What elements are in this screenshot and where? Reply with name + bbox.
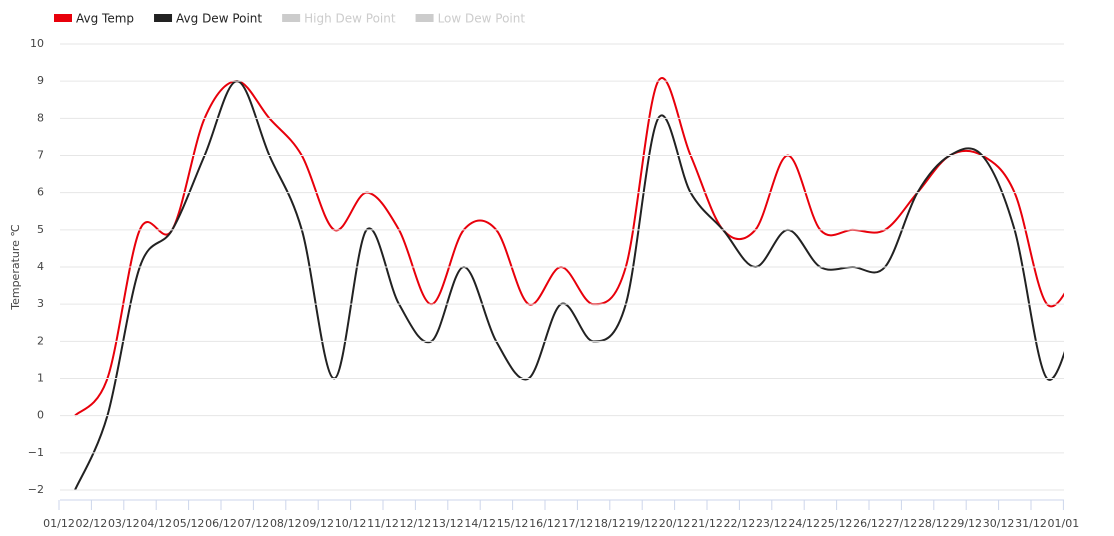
- y-tick-label: 1: [37, 372, 44, 385]
- x-tick-label: 25/12: [821, 517, 853, 530]
- x-tick-label: 18/12: [594, 517, 626, 530]
- y-tick-label: 7: [37, 149, 44, 162]
- x-tick-label: 05/12: [173, 517, 205, 530]
- y-axis-label: Temperature ℃: [9, 224, 22, 311]
- y-tick-label: 8: [37, 111, 44, 124]
- x-tick-label: 02/12: [76, 517, 108, 530]
- legend-swatch: [415, 14, 434, 22]
- x-tick-label: 29/12: [950, 517, 982, 530]
- x-tick-label: 03/12: [108, 517, 140, 530]
- y-tick-label: −1: [28, 446, 44, 459]
- y-tick-label: 9: [37, 74, 44, 87]
- y-tick-label: 10: [30, 37, 44, 50]
- x-tick-label: 11/12: [367, 517, 399, 530]
- legend-label[interactable]: High Dew Point: [304, 12, 396, 26]
- y-tick-label: −2: [28, 483, 44, 496]
- x-tick-label: 16/12: [529, 517, 561, 530]
- x-tick-label: 24/12: [788, 517, 820, 530]
- x-tick-label: 07/12: [238, 517, 270, 530]
- x-tick-label: 08/12: [270, 517, 302, 530]
- x-tick-label: 14/12: [464, 517, 496, 530]
- legend-swatch: [54, 14, 72, 22]
- x-tick-label: 15/12: [497, 517, 529, 530]
- y-tick-label: 3: [37, 297, 44, 310]
- y-tick-label: 0: [37, 409, 44, 422]
- x-tick-label: 26/12: [853, 517, 885, 530]
- x-tick-label: 19/12: [626, 517, 658, 530]
- legend-label[interactable]: Low Dew Point: [438, 12, 526, 26]
- x-tick-label: 22/12: [724, 517, 756, 530]
- x-tick-label: 13/12: [432, 517, 464, 530]
- y-tick-label: 4: [37, 260, 44, 273]
- plot-area: [74, 77, 1064, 491]
- x-tick-label: 17/12: [562, 517, 594, 530]
- legend-label[interactable]: Avg Temp: [76, 12, 134, 26]
- x-tick-label: 27/12: [886, 517, 918, 530]
- x-tick-label: 20/12: [659, 517, 691, 530]
- x-tick-label: 23/12: [756, 517, 788, 530]
- y-tick-label: 6: [37, 186, 44, 199]
- legend-label[interactable]: Avg Dew Point: [176, 12, 262, 26]
- x-tick-label: 30/12: [983, 517, 1015, 530]
- legend-swatch: [282, 14, 301, 22]
- x-tick-label: 06/12: [205, 517, 237, 530]
- legend-swatch: [154, 14, 173, 22]
- x-tick-label: 09/12: [302, 517, 334, 530]
- x-tick-label: 12/12: [400, 517, 432, 530]
- x-tick-label: 04/12: [140, 517, 172, 530]
- y-tick-label: 2: [37, 334, 44, 347]
- x-tick-label: 21/12: [691, 517, 723, 530]
- x-tick-label: 10/12: [335, 517, 367, 530]
- x-tick-label: 01/01: [1048, 517, 1080, 530]
- x-tick-label: 31/12: [1015, 517, 1047, 530]
- x-tick-label: 01/12: [43, 517, 75, 530]
- series-line: [74, 77, 1064, 417]
- y-tick-label: 5: [37, 223, 44, 236]
- x-tick-label: 28/12: [918, 517, 950, 530]
